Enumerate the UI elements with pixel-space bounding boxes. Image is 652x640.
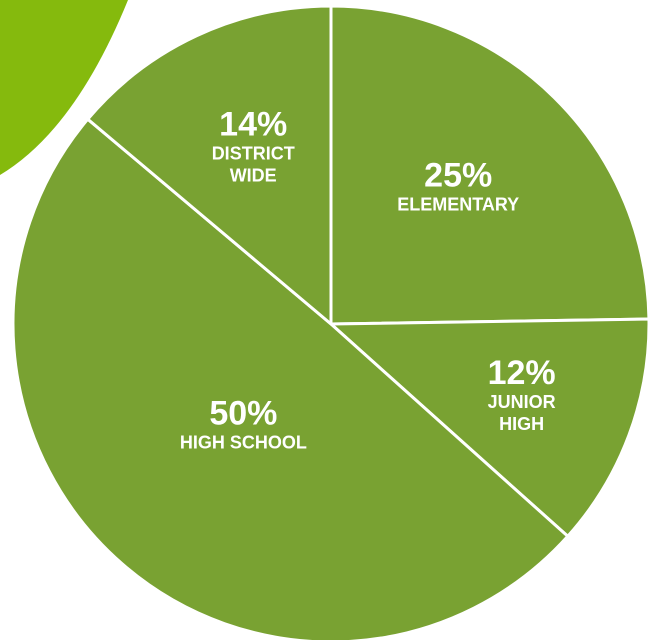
slice-district-wide	[86, 4, 333, 326]
slice-percent-district-wide: 14%	[219, 106, 287, 144]
slice-label-district-wide: DISTRICT	[212, 144, 295, 164]
pie-slices	[11, 4, 651, 640]
slice-label-junior-high: JUNIOR	[488, 392, 556, 412]
slice-elementary	[329, 4, 651, 326]
slice-label-elementary: ELEMENTARY	[397, 195, 519, 215]
slice-junior-high	[329, 317, 651, 538]
slice-high-school	[11, 117, 570, 640]
slice-label-junior-high: HIGH	[499, 414, 544, 434]
slice-percent-elementary: 25%	[424, 157, 492, 195]
slice-label-high-school: HIGH SCHOOL	[180, 433, 307, 453]
corner-accent-shape	[0, 0, 128, 175]
slice-percent-junior-high: 12%	[488, 354, 556, 392]
slice-percent-high-school: 50%	[209, 395, 277, 433]
slice-label-district-wide: WIDE	[230, 166, 277, 186]
